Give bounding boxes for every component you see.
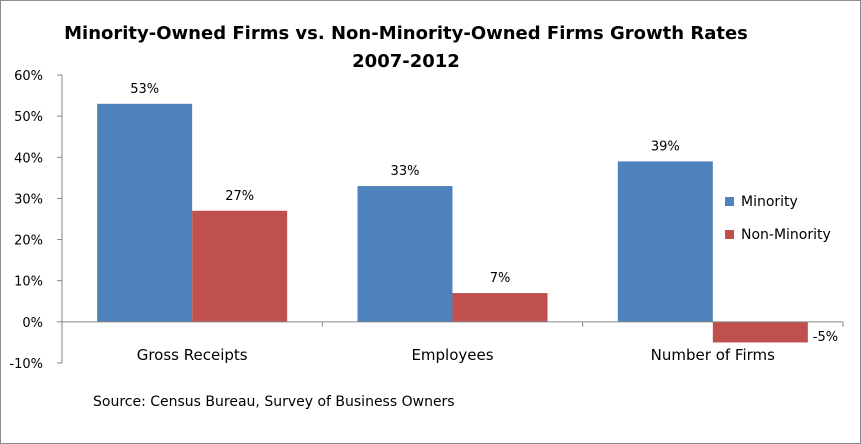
bar-non-minority-2 bbox=[712, 321, 808, 343]
source-note: Source: Census Bureau, Survey of Busines… bbox=[93, 394, 455, 410]
bar-minority-2 bbox=[617, 161, 713, 322]
y-tick-label: 40% bbox=[14, 151, 43, 166]
legend-swatch bbox=[725, 197, 734, 206]
data-label: 7% bbox=[490, 271, 511, 286]
data-label: 27% bbox=[225, 189, 254, 204]
y-tick-label: 50% bbox=[14, 110, 43, 125]
y-tick-label: 10% bbox=[14, 275, 43, 290]
y-tick-label: 0% bbox=[22, 316, 43, 331]
data-label: -5% bbox=[813, 330, 838, 345]
bar-minority-1 bbox=[357, 186, 453, 322]
bars bbox=[97, 103, 808, 343]
data-label: 53% bbox=[130, 82, 159, 97]
category-label: Gross Receipts bbox=[137, 346, 248, 364]
y-tick-label: 20% bbox=[14, 234, 43, 249]
category-label: Employees bbox=[411, 346, 493, 364]
y-tick-label: -10% bbox=[9, 357, 43, 372]
legend-entry: Minority bbox=[741, 194, 798, 210]
legend: Minority Non-Minority bbox=[725, 194, 831, 243]
y-tick-label: 60% bbox=[14, 69, 43, 84]
category-label: Number of Firms bbox=[651, 346, 775, 364]
chart-subtitle: 2007-2012 bbox=[352, 51, 460, 72]
y-tick-label: 30% bbox=[14, 192, 43, 207]
legend-entry: Non-Minority bbox=[741, 227, 831, 243]
chart-title: Minority-Owned Firms vs. Non-Minority-Ow… bbox=[64, 23, 748, 44]
data-label: 39% bbox=[651, 139, 680, 154]
x-axis-ticks bbox=[61, 321, 844, 327]
bar-minority-0 bbox=[97, 103, 193, 322]
y-axis-ticks: 60% 50% 40% 30% 20% 10% 0% -10% bbox=[9, 69, 62, 372]
data-label: 33% bbox=[391, 164, 420, 179]
category-labels: Gross Receipts Employees Number of Firms bbox=[137, 346, 775, 364]
legend-swatch bbox=[725, 230, 734, 239]
data-labels: 53% 27% 33% 7% 39% -5% bbox=[130, 82, 838, 345]
bar-non-minority-1 bbox=[452, 293, 548, 322]
bar-non-minority-0 bbox=[192, 210, 288, 322]
